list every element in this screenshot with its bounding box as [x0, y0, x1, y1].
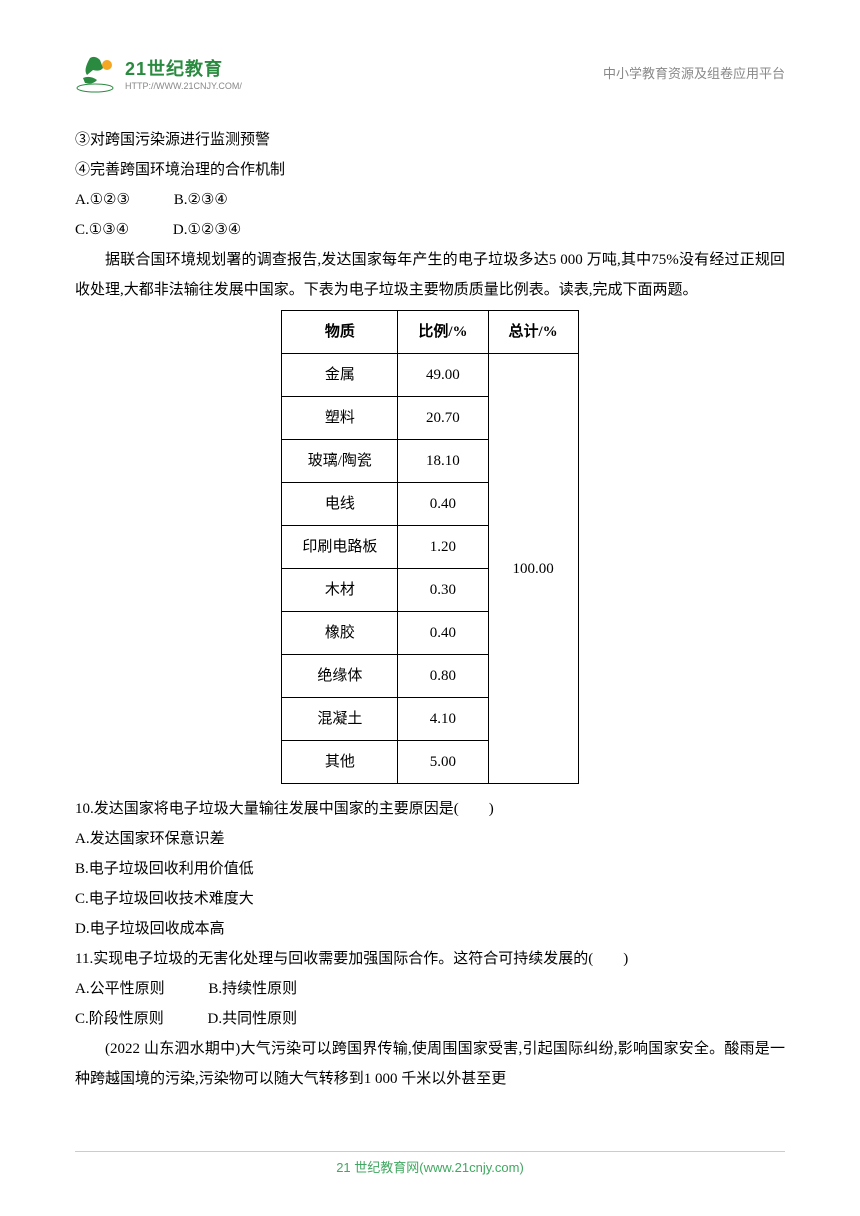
- line-4: ④完善跨国环境治理的合作机制: [75, 155, 785, 185]
- table-header-ratio: 比例/%: [398, 311, 488, 354]
- page-header: 21世纪教育 HTTP://WWW.21CNJY.COM/ 中小学教育资源及组卷…: [75, 50, 785, 95]
- q11-option-b: B.持续性原则: [208, 974, 297, 1004]
- line-3: ③对跨国污染源进行监测预警: [75, 125, 785, 155]
- options-row-1: A.①②③ B.②③④: [75, 185, 785, 215]
- header-right-text: 中小学教育资源及组卷应用平台: [603, 63, 785, 82]
- passage-1: 据联合国环境规划署的调查报告,发达国家每年产生的电子垃圾多达5 000 万吨,其…: [75, 245, 785, 305]
- options-row-2: C.①③④ D.①②③④: [75, 215, 785, 245]
- q11-options-row-1: A.公平性原则 B.持续性原则: [75, 974, 785, 1004]
- page-footer: 21 世纪教育网(www.21cnjy.com): [0, 1151, 860, 1176]
- q10-option-a: A.发达国家环保意识差: [75, 824, 785, 854]
- table-cell-material: 橡胶: [282, 612, 398, 655]
- table-cell-material: 其他: [282, 741, 398, 784]
- table-cell-material: 绝缘体: [282, 655, 398, 698]
- logo: 21世纪教育 HTTP://WWW.21CNJY.COM/: [75, 50, 242, 95]
- option-b: B.②③④: [174, 185, 228, 215]
- option-c: C.①③④: [75, 215, 129, 245]
- document-content: ③对跨国污染源进行监测预警 ④完善跨国环境治理的合作机制 A.①②③ B.②③④…: [75, 125, 785, 1094]
- table-cell-material: 塑料: [282, 397, 398, 440]
- option-d: D.①②③④: [173, 215, 241, 245]
- table-cell-ratio: 0.80: [398, 655, 488, 698]
- passage-2: (2022 山东泗水期中)大气污染可以跨国界传输,使周围国家受害,引起国际纠纷,…: [75, 1034, 785, 1094]
- table-cell-material: 混凝土: [282, 698, 398, 741]
- table-header-total: 总计/%: [488, 311, 578, 354]
- option-a: A.①②③: [75, 185, 130, 215]
- q11-option-a: A.公平性原则: [75, 974, 165, 1004]
- q11-options-row-2: C.阶段性原则 D.共同性原则: [75, 1004, 785, 1034]
- table-cell-material: 印刷电路板: [282, 526, 398, 569]
- logo-url: HTTP://WWW.21CNJY.COM/: [125, 81, 242, 91]
- q10-option-d: D.电子垃圾回收成本高: [75, 914, 785, 944]
- table-cell-ratio: 5.00: [398, 741, 488, 784]
- question-11: 11.实现电子垃圾的无害化处理与回收需要加强国际合作。这符合可持续发展的( ): [75, 944, 785, 974]
- logo-icon: [75, 50, 120, 95]
- table-cell-ratio: 0.30: [398, 569, 488, 612]
- table-cell-ratio: 1.20: [398, 526, 488, 569]
- table-cell-ratio: 18.10: [398, 440, 488, 483]
- footer-text: 21 世纪教育网(www.21cnjy.com): [0, 1157, 860, 1176]
- q10-option-c: C.电子垃圾回收技术难度大: [75, 884, 785, 914]
- table-cell-ratio: 49.00: [398, 354, 488, 397]
- table-row: 金属49.00100.00: [282, 354, 578, 397]
- table-cell-total: 100.00: [488, 354, 578, 784]
- q11-option-c: C.阶段性原则: [75, 1004, 164, 1034]
- logo-text: 21世纪教育 HTTP://WWW.21CNJY.COM/: [125, 55, 242, 91]
- table-cell-material: 金属: [282, 354, 398, 397]
- table-cell-material: 玻璃/陶瓷: [282, 440, 398, 483]
- q11-option-d: D.共同性原则: [208, 1004, 298, 1034]
- table-header-material: 物质: [282, 311, 398, 354]
- materials-table: 物质 比例/% 总计/% 金属49.00100.00塑料20.70玻璃/陶瓷18…: [281, 310, 578, 784]
- logo-title: 21世纪教育: [125, 55, 242, 81]
- q10-option-b: B.电子垃圾回收利用价值低: [75, 854, 785, 884]
- table-cell-ratio: 20.70: [398, 397, 488, 440]
- table-cell-material: 木材: [282, 569, 398, 612]
- table-cell-ratio: 0.40: [398, 483, 488, 526]
- table-cell-ratio: 4.10: [398, 698, 488, 741]
- table-cell-ratio: 0.40: [398, 612, 488, 655]
- question-10: 10.发达国家将电子垃圾大量输往发展中国家的主要原因是( ): [75, 794, 785, 824]
- footer-divider: [75, 1151, 785, 1152]
- table-cell-material: 电线: [282, 483, 398, 526]
